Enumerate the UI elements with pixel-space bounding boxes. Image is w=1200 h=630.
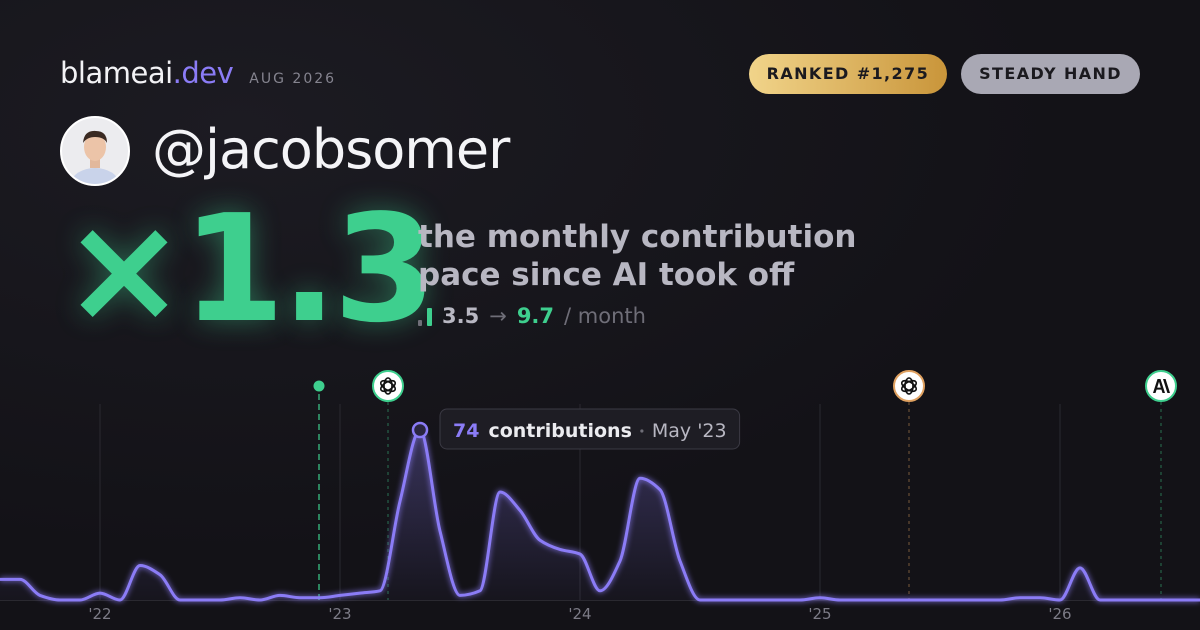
avatar <box>60 116 130 186</box>
date: AUG 2026 <box>249 71 337 87</box>
tooltip: 74 contributions May '23 <box>411 408 741 450</box>
pace-arrow: → <box>489 304 507 328</box>
area <box>0 430 1200 600</box>
description-line: pace since AI took off <box>418 257 795 293</box>
x-tick-label: '25 <box>808 605 831 623</box>
pace-unit: / month <box>564 304 646 328</box>
pace-from: 3.5 <box>442 304 480 328</box>
tooltip-box <box>439 408 741 450</box>
brand-row: blameai .dev AUG 2026 <box>60 56 336 90</box>
handle: @jacobsomer <box>152 118 510 181</box>
badges: RANKED #1,275 STEADY HAND <box>748 54 1140 94</box>
line <box>0 428 1200 602</box>
tooltip-sep <box>640 429 644 433</box>
x-tick-label: '22 <box>88 605 111 623</box>
pace-to: 9.7 <box>516 304 555 328</box>
multiplier: ×1.3 <box>62 183 436 355</box>
openai-icon <box>893 370 925 402</box>
description: the monthly contribution pace since AI t… <box>418 218 856 294</box>
plot <box>0 428 1200 602</box>
brand-tld: .dev <box>172 56 234 90</box>
x-tick-label: '23 <box>328 605 351 623</box>
pace-icon <box>418 308 432 326</box>
brand-name: blameai <box>60 56 173 90</box>
pace-stats: 3.5 → 9.7 / month <box>418 304 646 328</box>
description-line: the monthly contribution <box>418 219 857 255</box>
anthropic-icon <box>1145 370 1177 402</box>
style-badge: STEADY HAND <box>961 54 1140 94</box>
rank-badge: RANKED #1,275 <box>748 54 948 94</box>
tooltip-value: 74 <box>453 420 479 442</box>
openai-icon <box>372 370 404 402</box>
ai-start-dot <box>313 380 325 392</box>
tooltip-date: May '23 <box>652 420 727 442</box>
peak-marker <box>411 421 429 439</box>
x-tick-label: '24 <box>568 605 591 623</box>
event-markers <box>313 370 1177 600</box>
x-tick-label: '26 <box>1048 605 1071 623</box>
tooltip-label: contributions <box>488 420 631 442</box>
